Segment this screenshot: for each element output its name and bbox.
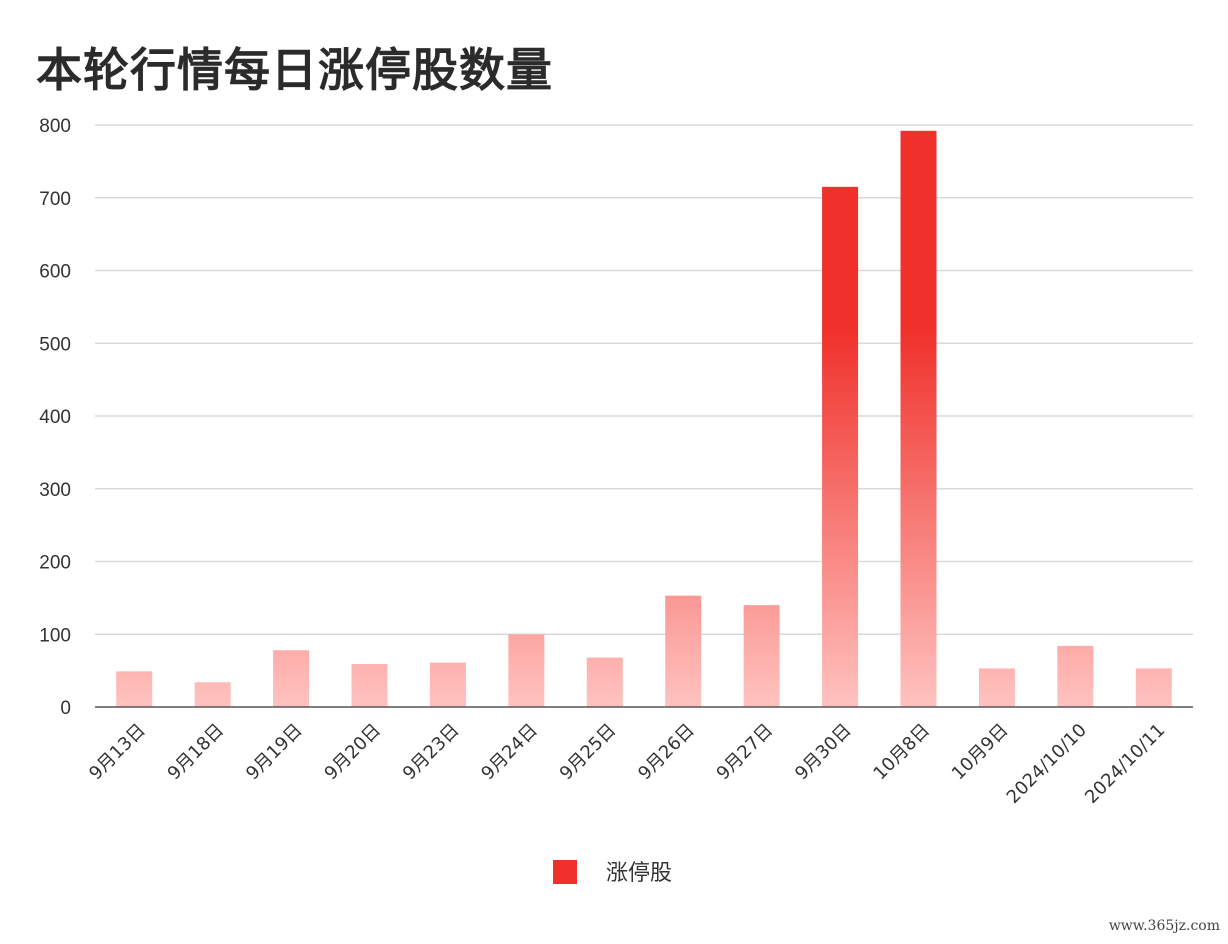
bar bbox=[665, 595, 702, 707]
x-axis-ticks: 9月13日 9月18日 9月19日 9月20日 9月23日 9月24日 9月25日 9月26日… bbox=[85, 720, 1169, 808]
bar bbox=[743, 605, 780, 707]
x-tick-label: 2024/10/11 bbox=[1081, 720, 1169, 808]
bar bbox=[194, 682, 231, 707]
bar bbox=[351, 664, 388, 707]
y-tick-label: 300 bbox=[39, 480, 71, 501]
y-tick-label: 400 bbox=[39, 407, 71, 428]
watermark: www.365jz.com bbox=[1108, 918, 1220, 934]
chart-title: 本轮行情每日涨停股数量 bbox=[36, 43, 553, 97]
bar bbox=[900, 130, 937, 707]
y-tick-label: 500 bbox=[39, 334, 71, 355]
y-tick-label: 800 bbox=[39, 116, 71, 137]
bar bbox=[822, 186, 859, 707]
bar bbox=[273, 650, 310, 707]
bar bbox=[429, 662, 466, 707]
x-tick-label: 10月8日 bbox=[869, 720, 934, 785]
bar bbox=[586, 657, 623, 707]
legend: 涨停股 bbox=[553, 860, 672, 886]
y-tick-label: 700 bbox=[39, 189, 71, 210]
x-tick-label: 2024/10/10 bbox=[1003, 720, 1091, 808]
grid-lines bbox=[95, 124, 1193, 635]
bar bbox=[1135, 668, 1172, 707]
x-tick-label: 9月23日 bbox=[399, 720, 464, 785]
bar bbox=[508, 634, 545, 707]
x-tick-label: 9月27日 bbox=[713, 720, 778, 785]
x-tick-label: 10月9日 bbox=[948, 720, 1013, 785]
x-tick-label: 9月19日 bbox=[242, 720, 307, 785]
legend-label: 涨停股 bbox=[606, 861, 672, 886]
x-tick-label: 9月18日 bbox=[164, 720, 229, 785]
bar bbox=[116, 671, 153, 707]
x-tick-label: 9月20日 bbox=[320, 720, 385, 785]
y-tick-label: 100 bbox=[39, 625, 71, 646]
x-tick-label: 9月24日 bbox=[477, 720, 542, 785]
x-tick-label: 9月30日 bbox=[791, 720, 856, 785]
bar bbox=[978, 668, 1015, 707]
x-tick-label: 9月25日 bbox=[556, 720, 621, 785]
x-tick-label: 9月26日 bbox=[634, 720, 699, 785]
legend-swatch bbox=[553, 860, 577, 884]
bars bbox=[116, 130, 1172, 707]
y-axis-ticks: 0 100 200 300 400 500 600 700 800 bbox=[39, 116, 71, 719]
x-tick-label: 9月13日 bbox=[85, 720, 150, 785]
y-tick-label: 600 bbox=[39, 262, 71, 283]
y-tick-label: 200 bbox=[39, 553, 71, 574]
y-tick-label: 0 bbox=[60, 698, 71, 719]
bar bbox=[1057, 645, 1094, 707]
